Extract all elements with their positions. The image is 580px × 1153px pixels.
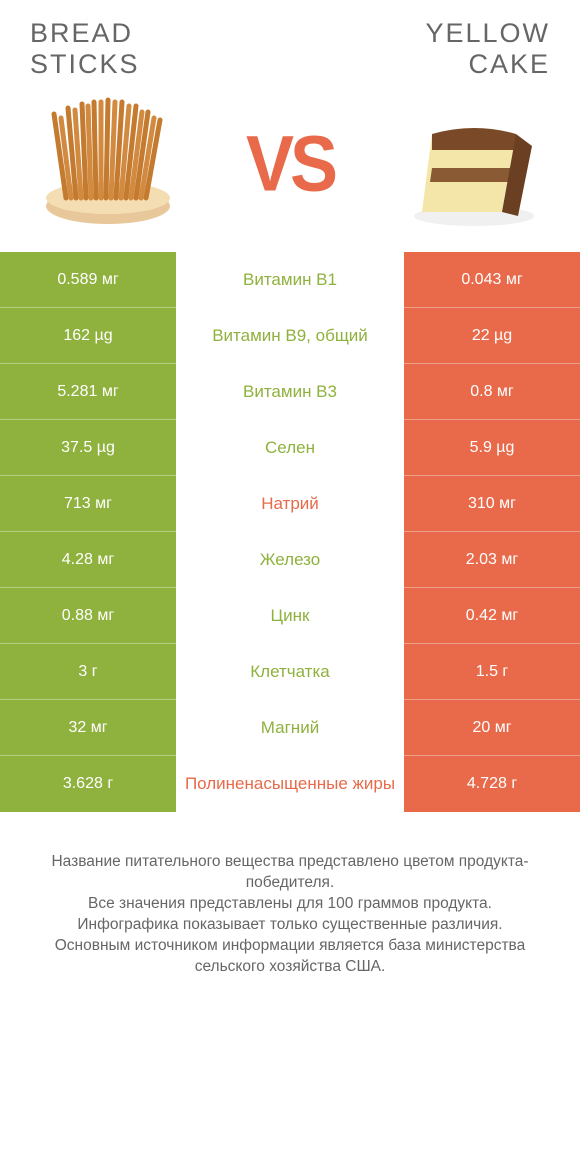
right-value: 5.9 µg: [404, 420, 580, 476]
nutrient-row: 37.5 µgСелен5.9 µg: [0, 420, 580, 476]
left-value: 32 мг: [0, 700, 176, 756]
footer-line-3: Инфографика показывает только существенн…: [22, 915, 558, 936]
nutrient-label: Витамин B3: [176, 364, 404, 420]
nutrient-label: Клетчатка: [176, 644, 404, 700]
breadsticks-image: [28, 94, 188, 234]
left-value: 3.628 г: [0, 756, 176, 812]
left-value: 3 г: [0, 644, 176, 700]
nutrient-row: 4.28 мгЖелезо2.03 мг: [0, 532, 580, 588]
right-value: 22 µg: [404, 308, 580, 364]
nutrient-row: 0.88 мгЦинк0.42 мг: [0, 588, 580, 644]
left-value: 0.88 мг: [0, 588, 176, 644]
right-title-line2: cake: [468, 49, 550, 79]
nutrient-row: 32 мгМагний20 мг: [0, 700, 580, 756]
nutrient-row: 3 гКлетчатка1.5 г: [0, 644, 580, 700]
left-title-line1: Bread: [30, 18, 133, 48]
right-value: 310 мг: [404, 476, 580, 532]
nutrient-label: Железо: [176, 532, 404, 588]
left-value: 37.5 µg: [0, 420, 176, 476]
nutrient-table: 0.589 мгВитамин B10.043 мг162 µgВитамин …: [0, 252, 580, 812]
nutrient-row: 0.589 мгВитамин B10.043 мг: [0, 252, 580, 308]
nutrient-label: Натрий: [176, 476, 404, 532]
footer-line-1: Название питательного вещества представл…: [22, 852, 558, 894]
cake-image: [392, 94, 552, 234]
header: Bread sticks Yellow cake: [0, 0, 580, 84]
hero-row: VS: [0, 84, 580, 252]
nutrient-row: 162 µgВитамин B9, общий22 µg: [0, 308, 580, 364]
nutrient-row: 3.628 гПолиненасыщенные жиры4.728 г: [0, 756, 580, 812]
nutrient-label: Магний: [176, 700, 404, 756]
right-value: 4.728 г: [404, 756, 580, 812]
right-value: 0.8 мг: [404, 364, 580, 420]
footer-line-2: Все значения представлены для 100 граммо…: [22, 894, 558, 915]
left-value: 0.589 мг: [0, 252, 176, 308]
nutrient-row: 713 мгНатрий310 мг: [0, 476, 580, 532]
left-title-line2: sticks: [30, 49, 140, 79]
left-food-title: Bread sticks: [30, 18, 140, 80]
nutrient-row: 5.281 мгВитамин B30.8 мг: [0, 364, 580, 420]
left-value: 4.28 мг: [0, 532, 176, 588]
nutrient-label: Полиненасыщенные жиры: [176, 756, 404, 812]
right-food-title: Yellow cake: [425, 18, 550, 80]
right-value: 0.42 мг: [404, 588, 580, 644]
nutrient-label: Витамин B1: [176, 252, 404, 308]
right-value: 2.03 мг: [404, 532, 580, 588]
right-title-line1: Yellow: [425, 18, 550, 48]
right-value: 20 мг: [404, 700, 580, 756]
nutrient-label: Витамин B9, общий: [176, 308, 404, 364]
nutrient-label: Цинк: [176, 588, 404, 644]
right-value: 0.043 мг: [404, 252, 580, 308]
left-value: 162 µg: [0, 308, 176, 364]
vs-label: VS: [246, 119, 334, 209]
left-value: 713 мг: [0, 476, 176, 532]
right-value: 1.5 г: [404, 644, 580, 700]
footer-notes: Название питательного вещества представл…: [0, 812, 580, 978]
nutrient-label: Селен: [176, 420, 404, 476]
left-value: 5.281 мг: [0, 364, 176, 420]
footer-line-4: Основным источником информации является …: [22, 936, 558, 978]
